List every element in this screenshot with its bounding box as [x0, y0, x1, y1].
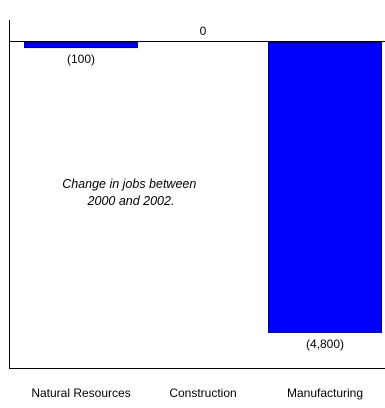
bar-natural-resources [24, 42, 138, 49]
value-label-natural-resources: (100) [67, 52, 95, 66]
category-label-construction: Construction [169, 386, 236, 400]
labels-group: (100) Natural Resources 0 Construction (4,80… [31, 24, 363, 400]
annotation-line-2: 2000 and 2002. [87, 194, 175, 208]
bars-group [24, 42, 382, 333]
annotation-line-1: Change in jobs between [62, 177, 196, 191]
category-label-natural-resources: Natural Resources [31, 386, 130, 400]
category-label-manufacturing: Manufacturing [287, 386, 363, 400]
bar-manufacturing [268, 42, 382, 333]
plot-frame [9, 20, 385, 369]
value-label-manufacturing: (4,800) [306, 337, 344, 351]
value-label-construction: 0 [200, 24, 207, 38]
chart-annotation: Change in jobs between 2000 and 2002. [62, 177, 200, 208]
